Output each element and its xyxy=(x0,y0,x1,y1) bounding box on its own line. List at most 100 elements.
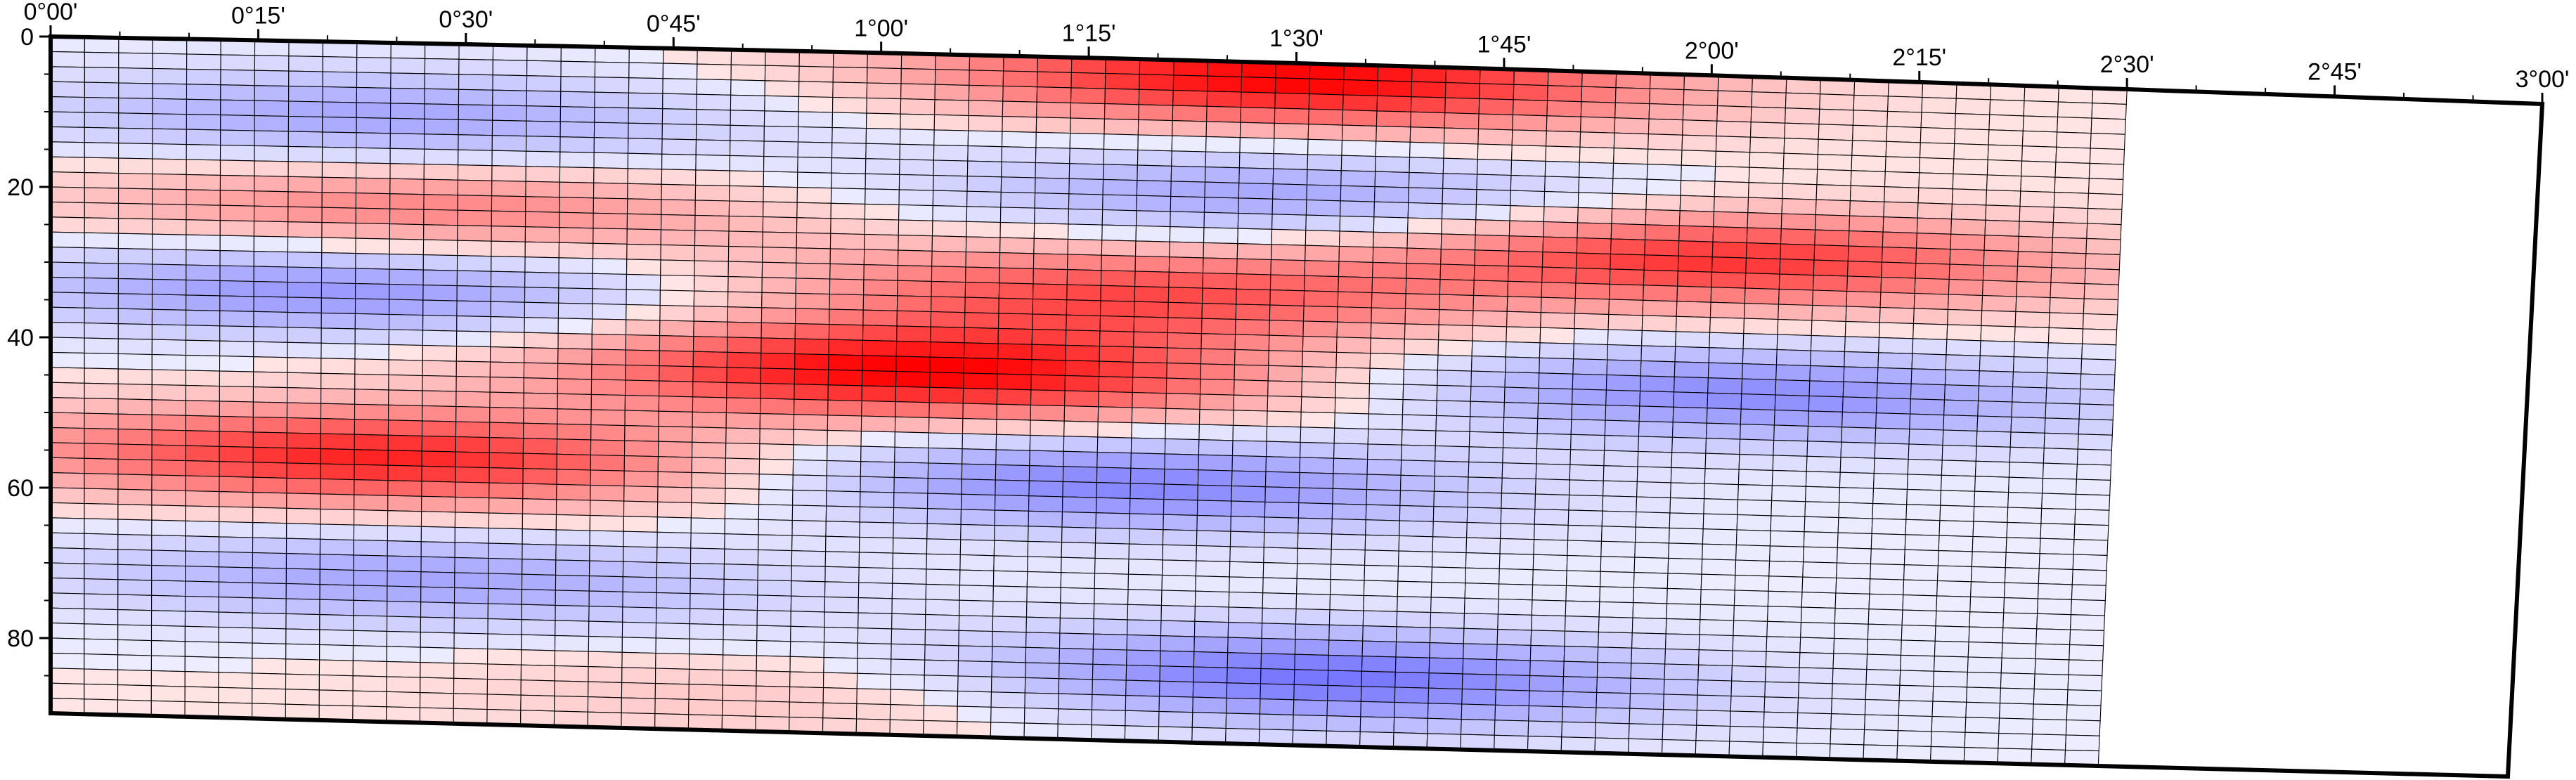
heatmap-cell xyxy=(2078,403,2114,421)
heatmap-cell xyxy=(588,576,623,592)
heatmap-cell xyxy=(1816,184,1851,202)
heatmap-cell xyxy=(729,185,764,202)
heatmap-cell xyxy=(1571,403,1607,421)
heatmap-cell xyxy=(657,486,692,504)
heatmap-cell xyxy=(185,355,221,372)
heatmap-cell xyxy=(1513,84,1548,101)
heatmap-cell xyxy=(968,100,1004,117)
heatmap-cell xyxy=(84,533,119,550)
heatmap-cell xyxy=(1064,390,1099,408)
heatmap-cell xyxy=(1240,107,1276,124)
heatmap-cell xyxy=(1397,566,1433,583)
heatmap-cell xyxy=(898,174,934,191)
heatmap-cell xyxy=(1030,374,1066,391)
heatmap-cell xyxy=(353,615,388,632)
heatmap-cell xyxy=(865,128,901,145)
heatmap-cell xyxy=(218,687,253,704)
heatmap-cell xyxy=(1170,181,1206,198)
heatmap-cell xyxy=(1061,557,1096,574)
heatmap-cell xyxy=(453,647,488,665)
heatmap-cell xyxy=(488,573,523,590)
heatmap-cell xyxy=(1774,394,1810,412)
heatmap-cell xyxy=(2009,431,2045,449)
heatmap-cell xyxy=(424,118,459,136)
heatmap-cell xyxy=(1196,545,1231,562)
heatmap-cell xyxy=(1373,231,1409,249)
heatmap-cell xyxy=(2032,718,2067,736)
heatmap-cell xyxy=(1837,532,1872,550)
heatmap-cell xyxy=(50,382,85,399)
heatmap-cell xyxy=(1001,131,1037,148)
heatmap-cell xyxy=(899,159,934,176)
heatmap-cell xyxy=(555,620,590,637)
heatmap-cell xyxy=(1814,229,1850,247)
heatmap-cell xyxy=(554,635,590,652)
heatmap-cell xyxy=(626,273,661,291)
heatmap-cell xyxy=(152,83,188,100)
heatmap-cell xyxy=(152,264,187,280)
heatmap-cell xyxy=(923,689,959,707)
heatmap-cell xyxy=(1101,224,1137,242)
heatmap-cell xyxy=(387,540,422,557)
heatmap-cell xyxy=(892,538,928,554)
heatmap-cell xyxy=(627,183,662,200)
heatmap-cell xyxy=(84,96,119,114)
heatmap-cell xyxy=(1712,226,1748,244)
heatmap-cell xyxy=(1127,559,1163,576)
heatmap-cell xyxy=(1506,311,1541,328)
heatmap-cell xyxy=(1800,622,1835,639)
heatmap-cell xyxy=(1735,559,1771,577)
heatmap-cell xyxy=(659,365,694,382)
heatmap-cell xyxy=(1467,491,1503,509)
heatmap-cell xyxy=(1565,600,1600,618)
heatmap-cell xyxy=(1933,656,1969,673)
heatmap-cell xyxy=(1366,458,1402,476)
heatmap-cell xyxy=(1440,248,1476,266)
heatmap-cell xyxy=(995,479,1030,497)
heatmap-cell xyxy=(1302,305,1338,323)
heatmap-cell xyxy=(1745,242,1782,260)
heatmap-cell xyxy=(523,422,558,440)
heatmap-cell xyxy=(688,668,723,686)
heatmap-cell xyxy=(992,616,1028,633)
heatmap-cell xyxy=(219,431,254,448)
heatmap-cell xyxy=(1170,211,1205,228)
heatmap-cell xyxy=(50,668,85,684)
heatmap-cell xyxy=(2007,492,2043,509)
heatmap-cell xyxy=(1167,317,1203,334)
heatmap-cell xyxy=(1813,259,1849,277)
heatmap-cell xyxy=(117,293,153,310)
heatmap-cell xyxy=(117,353,153,370)
heatmap-cell xyxy=(1603,480,1638,498)
heatmap-cell xyxy=(1936,580,1972,597)
heatmap-cell xyxy=(656,561,692,579)
heatmap-cell xyxy=(84,457,119,475)
heatmap-cell xyxy=(1671,422,1707,439)
heatmap-cell xyxy=(1360,686,1396,703)
heatmap-cell xyxy=(151,399,186,416)
heatmap-cell xyxy=(2086,223,2122,240)
heatmap-cell xyxy=(458,74,493,91)
heatmap-cell xyxy=(696,79,732,96)
heatmap-cell xyxy=(1297,533,1333,550)
heatmap-cell xyxy=(1328,639,1364,657)
heatmap-cell xyxy=(964,282,1000,299)
heatmap-cell xyxy=(1782,183,1818,200)
heatmap-cell xyxy=(895,386,931,403)
heatmap-cell xyxy=(1984,219,2020,237)
heatmap-cell xyxy=(1226,667,1262,684)
heatmap-cell xyxy=(1028,465,1064,482)
heatmap-cell xyxy=(963,357,999,375)
heatmap-cell xyxy=(891,598,926,616)
heatmap-cell xyxy=(252,401,288,419)
heatmap-cell xyxy=(1539,342,1574,360)
heatmap-cell xyxy=(758,519,793,536)
heatmap-cell xyxy=(186,219,221,236)
heatmap-cell xyxy=(1737,469,1773,486)
x-tick-label: 3°00' xyxy=(2516,66,2570,93)
heatmap-cell xyxy=(992,630,1027,648)
heatmap-cell xyxy=(254,145,289,162)
heatmap-cell xyxy=(389,133,425,150)
heatmap-cell xyxy=(320,463,355,481)
heatmap-cell xyxy=(117,533,153,551)
